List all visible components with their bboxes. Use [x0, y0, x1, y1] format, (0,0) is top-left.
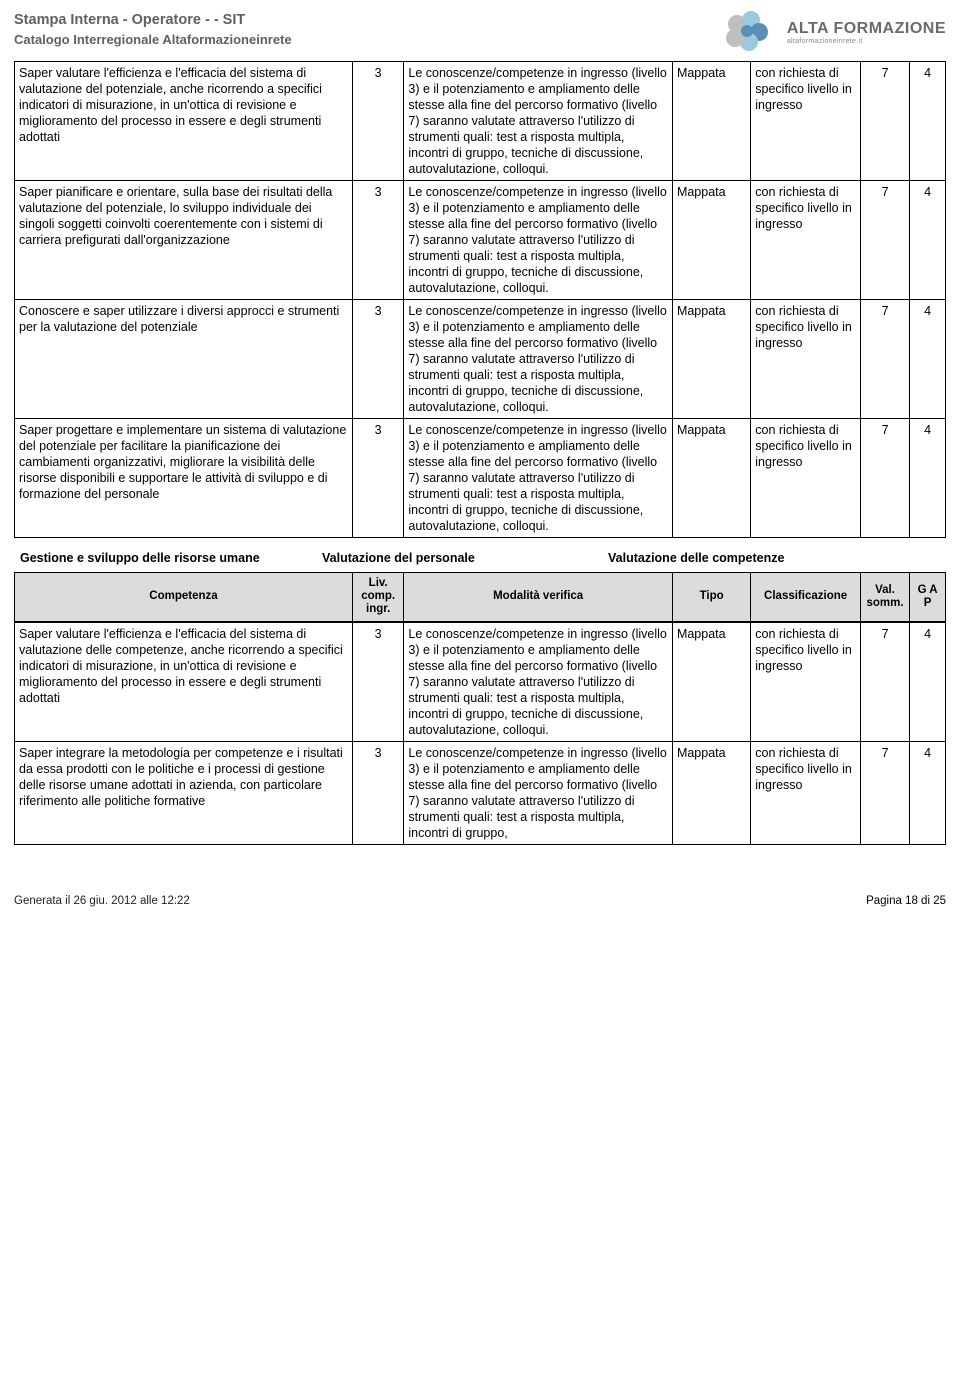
th-competenza: Competenza [15, 573, 353, 622]
table-cell: Mappata [672, 300, 750, 419]
table-cell: con richiesta di specifico livello in in… [751, 62, 861, 181]
competency-table-bottom: Saper valutare l'efficienza e l'efficaci… [14, 622, 946, 845]
logo: ALTA FORMAZIONE altaformazioneinrete.it [717, 8, 946, 56]
table-cell: 4 [910, 419, 946, 538]
table-cell: con richiesta di specifico livello in in… [751, 419, 861, 538]
table-cell: Conoscere e saper utilizzare i diversi a… [15, 300, 353, 419]
table-cell: Mappata [672, 622, 750, 741]
table-cell: con richiesta di specifico livello in in… [751, 300, 861, 419]
table-cell: Le conoscenze/competenze in ingresso (li… [404, 181, 673, 300]
table-cell: 4 [910, 741, 946, 844]
section-header: Gestione e sviluppo delle risorse umane … [14, 548, 946, 568]
th-classificazione: Classificazione [751, 573, 861, 622]
table-cell: 7 [860, 622, 909, 741]
th-tipo: Tipo [672, 573, 750, 622]
table-cell: Saper integrare la metodologia per compe… [15, 741, 353, 844]
th-modalita: Modalità verifica [404, 573, 673, 622]
th-liv: Liv. comp. ingr. [352, 573, 403, 622]
table-cell: 3 [352, 419, 403, 538]
table-cell: 4 [910, 181, 946, 300]
table-cell: Saper progettare e implementare un siste… [15, 419, 353, 538]
section-col-1: Gestione e sviluppo delle risorse umane [20, 551, 322, 565]
table-cell: Le conoscenze/competenze in ingresso (li… [404, 62, 673, 181]
table-row: Saper integrare la metodologia per compe… [15, 741, 946, 844]
table-row: Saper valutare l'efficienza e l'efficaci… [15, 62, 946, 181]
footer-timestamp: Generata il 26 giu. 2012 alle 12:22 [14, 895, 190, 907]
section-col-3: Valutazione delle competenze [608, 551, 940, 565]
table-cell: 4 [910, 62, 946, 181]
table-cell: con richiesta di specifico livello in in… [751, 741, 861, 844]
footer-page-number: Pagina 18 di 25 [866, 895, 946, 907]
table-cell: 7 [860, 741, 909, 844]
table-cell: 7 [860, 300, 909, 419]
table-row: Saper progettare e implementare un siste… [15, 419, 946, 538]
table-cell: 3 [352, 622, 403, 741]
table-cell: 7 [860, 419, 909, 538]
table-cell: 4 [910, 622, 946, 741]
table-row: Saper valutare l'efficienza e l'efficaci… [15, 622, 946, 741]
table-cell: 3 [352, 741, 403, 844]
table-cell: con richiesta di specifico livello in in… [751, 181, 861, 300]
table-cell: Mappata [672, 62, 750, 181]
table-cell: 4 [910, 300, 946, 419]
column-headers: Competenza Liv. comp. ingr. Modalità ver… [14, 572, 946, 622]
competency-table-top: Saper valutare l'efficienza e l'efficaci… [14, 61, 946, 538]
table-cell: 7 [860, 181, 909, 300]
table-cell: Mappata [672, 181, 750, 300]
table-cell: 7 [860, 62, 909, 181]
th-gap: G A P [910, 573, 946, 622]
table-cell: Saper valutare l'efficienza e l'efficaci… [15, 62, 353, 181]
table-cell: Le conoscenze/competenze in ingresso (li… [404, 419, 673, 538]
table-cell: Mappata [672, 741, 750, 844]
table-cell: con richiesta di specifico livello in in… [751, 622, 861, 741]
table-cell: Saper valutare l'efficienza e l'efficaci… [15, 622, 353, 741]
logo-text: ALTA FORMAZIONE [787, 20, 946, 38]
table-row: Conoscere e saper utilizzare i diversi a… [15, 300, 946, 419]
table-cell: 3 [352, 181, 403, 300]
th-val-somm: Val. somm. [860, 573, 909, 622]
page-footer: Generata il 26 giu. 2012 alle 12:22 Pagi… [14, 895, 946, 907]
table-cell: 3 [352, 300, 403, 419]
table-cell: Le conoscenze/competenze in ingresso (li… [404, 622, 673, 741]
logo-icon [717, 8, 779, 56]
table-cell: Saper pianificare e orientare, sulla bas… [15, 181, 353, 300]
table-cell: Mappata [672, 419, 750, 538]
table-cell: Le conoscenze/competenze in ingresso (li… [404, 300, 673, 419]
table-row: Saper pianificare e orientare, sulla bas… [15, 181, 946, 300]
section-col-2: Valutazione del personale [322, 551, 608, 565]
table-cell: 3 [352, 62, 403, 181]
logo-subtext: altaformazioneinrete.it [787, 38, 946, 45]
table-cell: Le conoscenze/competenze in ingresso (li… [404, 741, 673, 844]
